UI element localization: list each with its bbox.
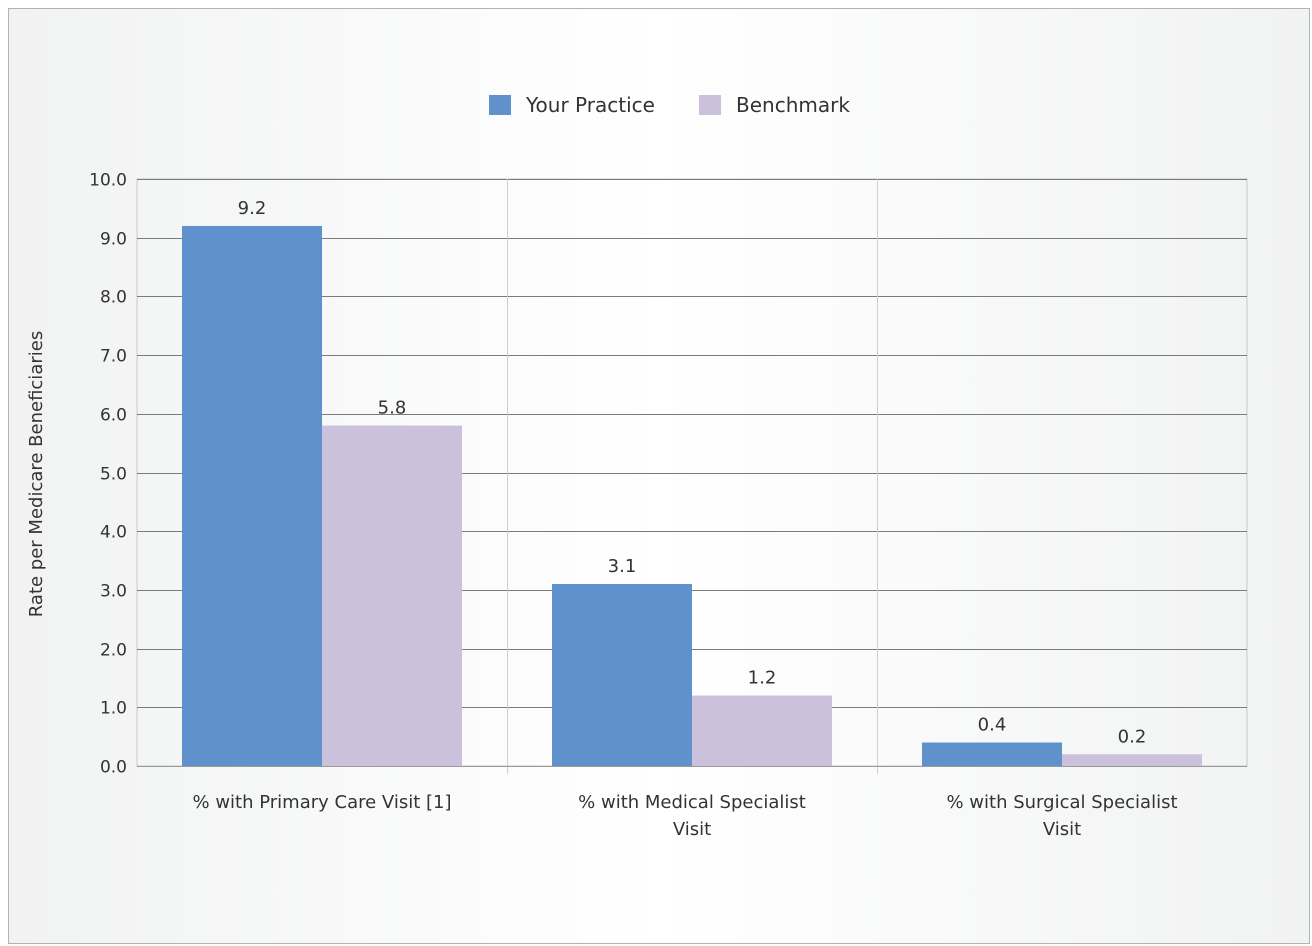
y-tick-label: 4.0	[100, 523, 127, 543]
y-tick-label: 5.0	[100, 465, 127, 485]
y-tick-label: 7.0	[100, 347, 127, 367]
y-tick-label: 6.0	[100, 406, 127, 426]
y-tick-label: 3.0	[100, 582, 127, 602]
bar	[322, 425, 462, 766]
data-label: 0.2	[1118, 726, 1147, 747]
legend-label: Benchmark	[736, 93, 850, 117]
bar	[922, 742, 1062, 766]
x-category-label: % with Primary Care Visit [1]	[193, 792, 452, 813]
plot-area: 0.0 1.0 2.0 3.0 4.0 5.0 6.0 7.0 8.0 9.0 10.0 9.2 3.1…	[89, 171, 1248, 840]
bar-chart: Your Practice Benchmark 0.0 1.0 2.0 3.0 4.0 5.…	[26, 93, 1248, 840]
y-tick-label: 2.0	[100, 641, 127, 661]
data-label: 5.8	[378, 398, 407, 419]
x-category-label: % with Surgical Specialist	[946, 792, 1177, 813]
x-category-label: Visit	[1043, 819, 1081, 840]
y-tick-label: 1.0	[100, 699, 127, 719]
bar	[552, 584, 692, 766]
bar	[1062, 754, 1202, 766]
y-tick-label: 0.0	[100, 758, 127, 778]
y-axis-label: Rate per Medicare Beneficiaries	[26, 331, 47, 617]
bar	[182, 225, 322, 766]
y-tick-label: 8.0	[100, 288, 127, 308]
legend: Your Practice Benchmark	[489, 93, 850, 117]
chart-panel: Your Practice Benchmark 0.0 1.0 2.0 3.0 4.0 5.…	[8, 8, 1310, 944]
data-label: 3.1	[608, 556, 637, 577]
data-label: 9.2	[238, 198, 267, 219]
data-label: 0.4	[978, 715, 1007, 736]
x-category-label: Visit	[673, 819, 711, 840]
y-tick-label: 9.0	[100, 230, 127, 250]
legend-swatch	[489, 95, 511, 115]
legend-label: Your Practice	[525, 93, 655, 117]
bar	[692, 695, 832, 766]
x-category-label: % with Medical Specialist	[578, 792, 806, 813]
legend-swatch	[699, 95, 721, 115]
data-label: 1.2	[748, 668, 777, 689]
y-tick-label: 10.0	[89, 171, 127, 191]
